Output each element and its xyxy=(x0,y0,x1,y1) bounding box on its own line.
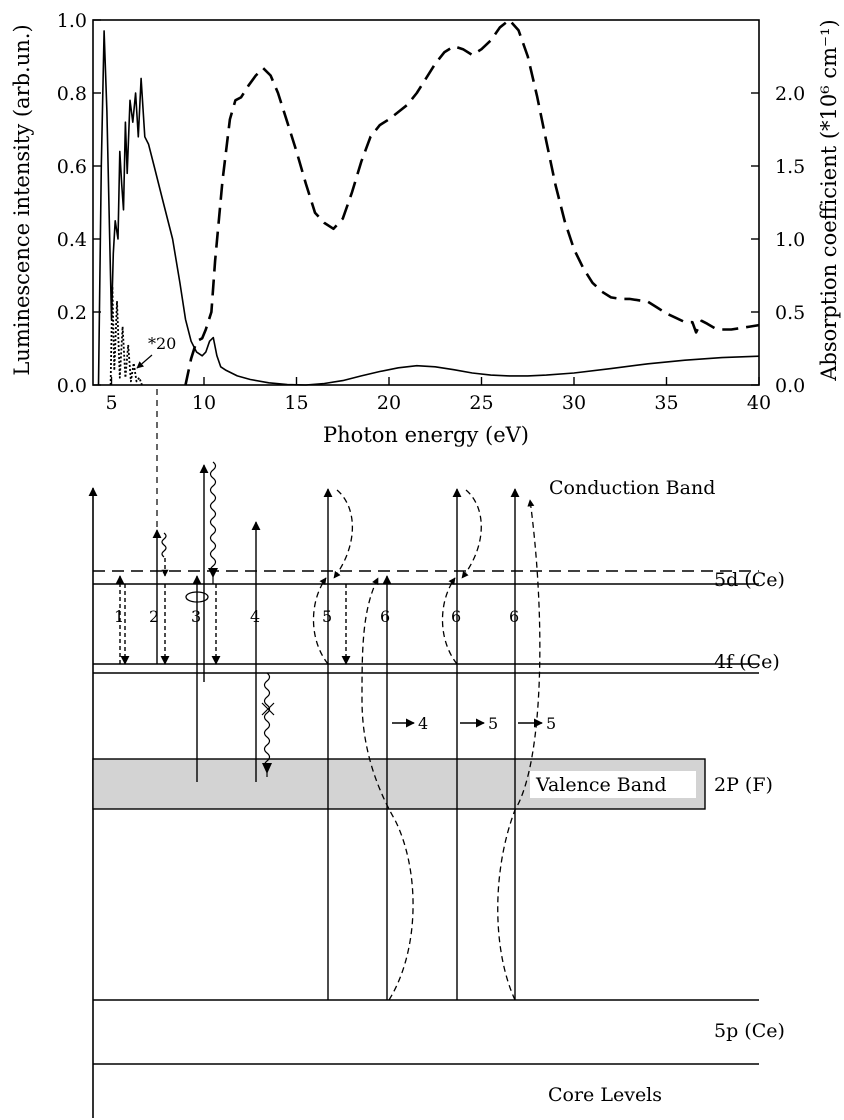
y-right-tick-label: 1.5 xyxy=(775,156,805,178)
energy-level-diagram: Conduction Band 5d (Ce) 4f (Ce) Valence … xyxy=(88,461,785,1118)
transition-6a-auger xyxy=(361,577,414,1001)
transition-6a-label: 6 xyxy=(380,607,390,626)
label-5p: 5p (Ce) xyxy=(714,1020,785,1042)
y-left-tick-label: 0.6 xyxy=(57,156,87,178)
label-2p-f: 2P (F) xyxy=(714,774,773,796)
x-tick-label: 15 xyxy=(284,392,308,414)
transition-4-cross xyxy=(261,702,275,716)
y-right-tick-label: 2.0 xyxy=(775,83,805,105)
arrow-label-5a: 5 xyxy=(488,714,498,733)
y-left-tick-label: 0.8 xyxy=(57,83,87,105)
label-core-levels: Core Levels xyxy=(548,1084,662,1106)
series-dotted-line xyxy=(109,285,143,386)
y-right-tick-label: 0.5 xyxy=(775,302,805,324)
transition-6b-hole-loop xyxy=(441,577,458,665)
chart-curves xyxy=(97,18,760,386)
y-right-tick-label: 0.0 xyxy=(775,375,805,397)
transition-1-label: 1 xyxy=(114,607,124,626)
annotation-arrow xyxy=(136,354,153,369)
y-left-tick-label: 1.0 xyxy=(57,10,87,32)
chart-frame xyxy=(92,19,760,386)
transition-6c-auger xyxy=(497,499,541,1001)
x-tick-label: 25 xyxy=(469,392,493,414)
x-tick-label: 35 xyxy=(654,392,678,414)
arrow-label-4: 4 xyxy=(418,714,428,733)
transition-5-auger xyxy=(333,489,353,579)
transition-3-hole xyxy=(185,591,209,603)
chart-ticks: 5 10 15 20 25 30 35 400.00.20.40.60.81.00.00.51… xyxy=(57,10,805,414)
transition-4-label: 4 xyxy=(250,607,260,626)
x-tick-label: 40 xyxy=(747,392,771,414)
label-5d: 5d (Ce) xyxy=(714,569,785,591)
valence-label-bg xyxy=(530,771,696,798)
transition-2-label: 2 xyxy=(149,607,159,626)
arrow-label-5b: 5 xyxy=(546,714,556,733)
y-left-tick-label: 0.4 xyxy=(57,229,87,251)
series-solid-line xyxy=(97,30,760,386)
transition-6b-label: 6 xyxy=(451,607,461,626)
transition-4-wavy-head xyxy=(262,763,272,774)
transition-5-hole-loop xyxy=(312,577,329,665)
series-dashed-line xyxy=(184,18,760,386)
transition-6c-label: 6 xyxy=(509,607,519,626)
transition-4-wavy xyxy=(263,672,271,777)
x-tick-label: 10 xyxy=(192,392,216,414)
x-axis-label: Photon energy (eV) xyxy=(323,423,529,447)
spectrum-chart: 5 10 15 20 25 30 35 400.00.20.40.60.81.00.00.51… xyxy=(10,10,841,447)
y-left-tick-label: 0.2 xyxy=(57,302,87,324)
label-4f: 4f (Ce) xyxy=(714,651,780,673)
label-valence-band: Valence Band xyxy=(535,774,666,796)
x-tick-label: 20 xyxy=(377,392,401,414)
x-tick-label: 30 xyxy=(562,392,586,414)
transition-2-wavy xyxy=(161,532,167,558)
x-tick-label: 5 xyxy=(105,392,117,414)
transition-3-wavy xyxy=(209,461,217,584)
y-axis-left-label: Luminescence intensity (arb.un.) xyxy=(10,24,34,375)
transition-3-label: 3 xyxy=(191,607,201,626)
y-axis-right-label: Absorption coefficient (*10⁶ cm⁻¹) xyxy=(817,19,841,381)
transition-6b-auger xyxy=(461,489,482,579)
label-conduction-band: Conduction Band xyxy=(549,477,715,499)
transition-3-wavy-head xyxy=(208,568,218,578)
transition-5-label: 5 xyxy=(322,607,332,626)
y-left-tick-label: 0.0 xyxy=(57,375,87,397)
annotation-x20: *20 xyxy=(148,334,176,353)
y-right-tick-label: 1.0 xyxy=(775,229,805,251)
